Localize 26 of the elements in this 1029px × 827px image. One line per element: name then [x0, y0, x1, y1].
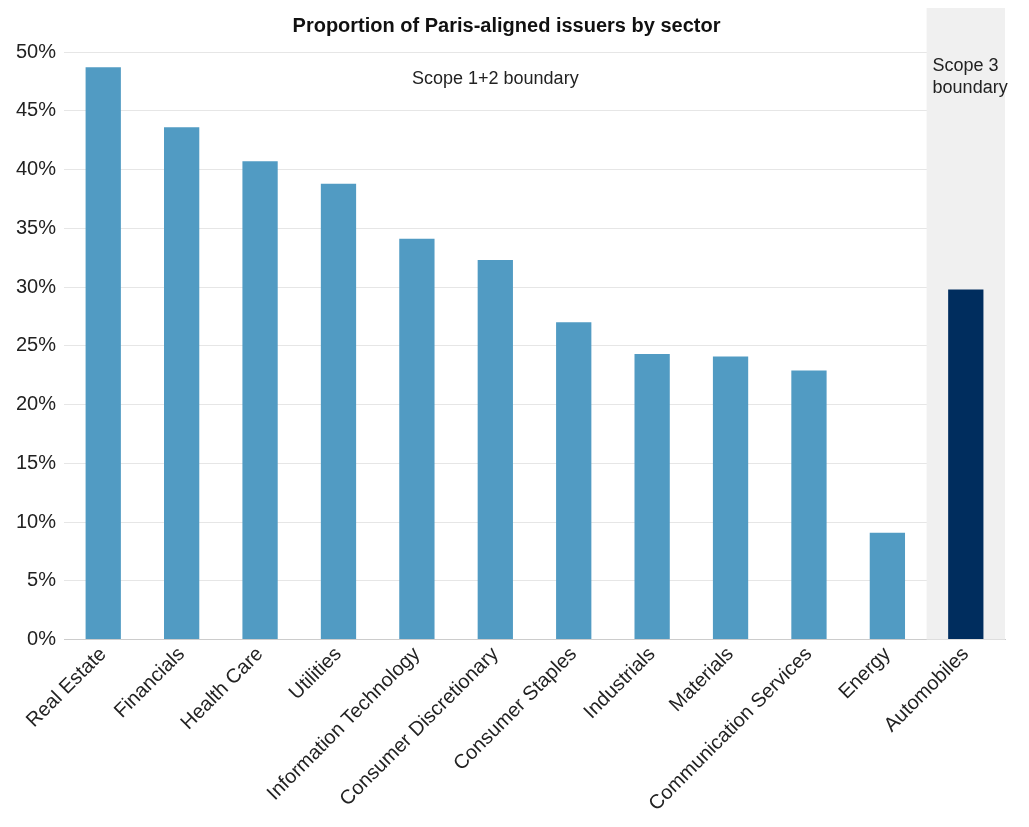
band-label: Scope 3 boundary [932, 54, 1008, 97]
y-tick-label: 5% [27, 568, 57, 591]
bar [869, 532, 906, 640]
annotation: Scope 1+2 boundary [411, 67, 579, 88]
bar [634, 354, 670, 640]
bar [320, 183, 357, 640]
y-tick-label: 45% [16, 98, 57, 121]
y-tick-label: 50% [16, 39, 57, 62]
bar [242, 161, 278, 640]
bar [556, 322, 592, 640]
chart-title: Proportion of Paris-aligned issuers by sector [292, 13, 721, 36]
y-tick-label: 0% [27, 627, 57, 650]
bar [85, 67, 121, 640]
bar [791, 370, 827, 640]
y-tick-label: 30% [16, 274, 57, 297]
bar [948, 289, 984, 640]
bar [712, 356, 749, 640]
y-tick-label: 35% [16, 215, 57, 238]
y-tick-label: 10% [16, 509, 57, 532]
y-tick-label: 40% [16, 157, 57, 180]
y-tick-label: 25% [16, 333, 57, 356]
bar [164, 127, 200, 640]
bar [399, 238, 435, 640]
y-tick-label: 15% [16, 450, 57, 473]
bar [477, 260, 513, 640]
y-tick-label: 20% [16, 392, 57, 415]
